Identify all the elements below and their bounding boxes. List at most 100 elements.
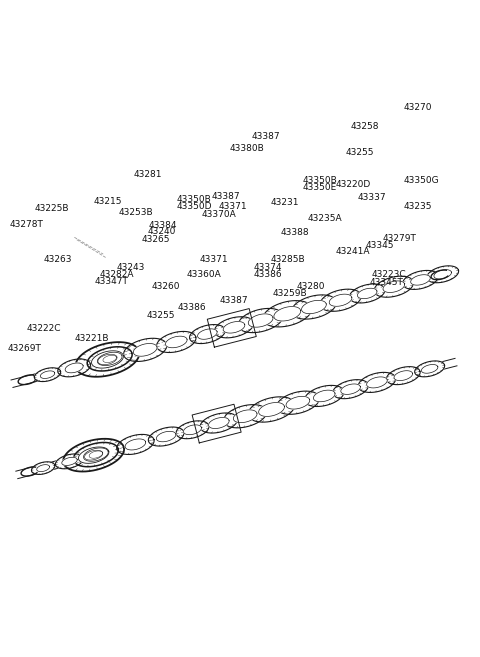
Text: 43281: 43281 — [133, 170, 162, 179]
Text: 43282A: 43282A — [99, 270, 134, 279]
Polygon shape — [386, 367, 420, 384]
Polygon shape — [263, 301, 312, 327]
Text: 43255: 43255 — [146, 311, 175, 320]
Polygon shape — [248, 397, 295, 422]
Polygon shape — [349, 284, 385, 303]
Polygon shape — [40, 371, 55, 378]
Polygon shape — [394, 371, 413, 380]
Text: 43360A: 43360A — [186, 270, 221, 279]
Text: 43345: 43345 — [366, 241, 394, 250]
Polygon shape — [166, 336, 187, 348]
Polygon shape — [190, 325, 225, 344]
Polygon shape — [156, 431, 176, 442]
Polygon shape — [84, 448, 108, 461]
Polygon shape — [200, 413, 238, 433]
Text: 43253B: 43253B — [119, 208, 154, 217]
Polygon shape — [238, 308, 283, 332]
Polygon shape — [358, 288, 377, 299]
Text: 43345T: 43345T — [370, 279, 404, 287]
Text: 43270: 43270 — [403, 103, 432, 112]
Text: 43220D: 43220D — [336, 180, 371, 189]
Polygon shape — [291, 295, 336, 319]
Text: 43386: 43386 — [178, 304, 206, 312]
Text: 43388: 43388 — [281, 228, 310, 237]
Polygon shape — [233, 410, 257, 422]
Text: 43258: 43258 — [350, 122, 379, 131]
Polygon shape — [75, 342, 139, 376]
Text: 43221B: 43221B — [74, 334, 109, 342]
Polygon shape — [383, 281, 405, 292]
Text: 43243: 43243 — [116, 263, 144, 272]
Text: 43279T: 43279T — [382, 234, 416, 242]
Polygon shape — [125, 439, 146, 450]
Polygon shape — [274, 307, 300, 321]
Polygon shape — [78, 447, 109, 463]
Polygon shape — [224, 405, 267, 428]
Text: 43380B: 43380B — [229, 144, 264, 153]
Polygon shape — [286, 396, 310, 409]
Text: 43235: 43235 — [403, 202, 432, 211]
Polygon shape — [305, 386, 344, 407]
Polygon shape — [56, 454, 84, 469]
Polygon shape — [156, 331, 196, 353]
Polygon shape — [58, 359, 91, 377]
Polygon shape — [313, 390, 335, 401]
Polygon shape — [411, 275, 430, 285]
Polygon shape — [367, 377, 387, 388]
Text: 43347T: 43347T — [94, 277, 128, 286]
Polygon shape — [248, 314, 273, 327]
Text: 43387: 43387 — [252, 132, 281, 141]
Text: 43225B: 43225B — [35, 204, 69, 213]
Polygon shape — [358, 373, 396, 392]
Text: 43222C: 43222C — [26, 324, 61, 333]
Polygon shape — [421, 365, 438, 373]
Polygon shape — [73, 442, 119, 466]
Text: 43387: 43387 — [211, 192, 240, 201]
Polygon shape — [301, 300, 326, 313]
Polygon shape — [176, 421, 209, 439]
Text: 43265: 43265 — [142, 235, 170, 244]
Polygon shape — [427, 266, 458, 283]
Polygon shape — [276, 391, 319, 415]
Polygon shape — [65, 363, 83, 373]
Polygon shape — [341, 384, 360, 394]
Text: 43285B: 43285B — [270, 256, 305, 264]
Polygon shape — [124, 338, 167, 361]
Polygon shape — [87, 347, 132, 371]
Text: 43240: 43240 — [148, 227, 176, 236]
Text: 43280: 43280 — [296, 282, 324, 291]
Polygon shape — [415, 361, 444, 377]
Text: 43241A: 43241A — [336, 247, 371, 256]
Text: 43350D: 43350D — [177, 202, 212, 211]
Text: 43263: 43263 — [43, 256, 72, 264]
Polygon shape — [374, 276, 414, 297]
Polygon shape — [223, 321, 245, 333]
Text: 43374: 43374 — [253, 263, 282, 272]
Text: 43231: 43231 — [270, 198, 299, 207]
Polygon shape — [320, 289, 361, 311]
Polygon shape — [62, 457, 77, 465]
Text: 43386: 43386 — [253, 270, 282, 279]
Text: 43215: 43215 — [94, 197, 122, 206]
Text: 43260: 43260 — [151, 282, 180, 291]
Polygon shape — [97, 352, 122, 365]
Polygon shape — [333, 380, 368, 399]
Text: 43384: 43384 — [149, 221, 177, 230]
Text: 43278T: 43278T — [10, 220, 44, 229]
Text: 43371: 43371 — [219, 202, 248, 211]
Polygon shape — [63, 439, 124, 472]
Text: 43387: 43387 — [220, 296, 249, 305]
Polygon shape — [208, 417, 229, 428]
Text: 43337: 43337 — [358, 193, 386, 202]
Text: 43350B: 43350B — [177, 195, 211, 204]
Polygon shape — [148, 427, 184, 446]
Polygon shape — [117, 434, 154, 455]
Polygon shape — [198, 329, 217, 339]
Text: 43255: 43255 — [346, 148, 374, 157]
Polygon shape — [214, 317, 254, 338]
Polygon shape — [36, 464, 49, 472]
Text: 43350B: 43350B — [302, 176, 337, 185]
Polygon shape — [329, 294, 352, 306]
Text: 43371: 43371 — [199, 256, 228, 264]
Polygon shape — [92, 351, 123, 368]
